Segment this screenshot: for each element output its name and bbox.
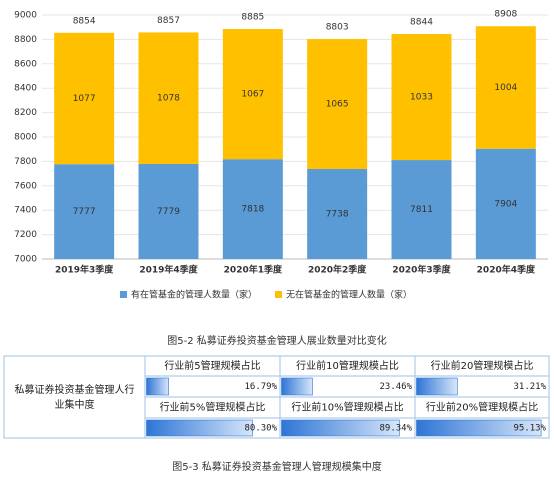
data-bar (146, 419, 253, 437)
value-label: 16.79% (244, 382, 277, 392)
total-label: 8854 (73, 16, 96, 26)
bar-segment (138, 32, 199, 164)
bar-label: 1065 (326, 99, 349, 109)
y-tick-label: 7400 (14, 206, 37, 216)
data-bar (416, 419, 542, 437)
total-label: 8803 (326, 23, 349, 33)
caption: 图5-2 私募证券投资基金管理人展业数量对比变化 (167, 334, 387, 347)
column-header: 行业前20管理规模占比 (431, 359, 534, 372)
y-tick-label: 8800 (14, 35, 37, 45)
total-label: 8885 (241, 13, 264, 23)
y-tick-label: 9000 (14, 11, 37, 21)
data-bar (281, 377, 313, 396)
y-tick-label: 7800 (14, 157, 37, 167)
value-label: 95.13% (513, 424, 546, 434)
value-label: 31.21% (513, 382, 546, 392)
legend-swatch (120, 291, 127, 298)
y-tick-label: 8600 (14, 59, 37, 69)
data-bar (281, 419, 400, 437)
column-header: 行业前10管理规模占比 (296, 359, 399, 372)
bar-segment (222, 159, 283, 259)
column-header: 行业前20%管理规模占比 (426, 401, 538, 414)
column-header: 行业前10%管理规模占比 (291, 401, 403, 414)
y-tick-label: 7600 (14, 181, 37, 191)
total-label: 8908 (494, 10, 517, 20)
bar-label: 7818 (241, 205, 264, 215)
bar-segment (307, 168, 368, 259)
bar-segment (307, 39, 368, 169)
x-tick-label: 2019年4季度 (139, 264, 198, 276)
x-tick-label: 2020年1季度 (224, 264, 283, 276)
bar-segment (54, 164, 115, 259)
y-tick-label: 8000 (14, 133, 37, 143)
row-header: 私募证券投资基金管理人行业集中度 (15, 383, 135, 411)
bar-label: 7779 (157, 207, 180, 217)
legend-label: 无在管基金的管理人数量（家） (286, 289, 412, 301)
bar-label: 1077 (73, 94, 96, 104)
legend-label: 有在管基金的管理人数量（家） (131, 289, 257, 301)
bar-segment (475, 26, 536, 149)
total-label: 8844 (410, 18, 433, 28)
value-label: 89.34% (379, 424, 412, 434)
bar-segment (222, 29, 283, 160)
bar-label: 7904 (494, 199, 517, 209)
data-bar (416, 377, 458, 396)
y-tick-label: 7200 (14, 230, 37, 240)
bar-label: 7777 (73, 207, 96, 217)
bar-segment (391, 34, 452, 161)
bar-label: 7811 (410, 205, 433, 215)
caption: 图5-3 私募证券投资基金管理人管理规模集中度 (172, 460, 382, 473)
y-tick-label: 8400 (14, 84, 37, 94)
bar-segment (54, 32, 115, 165)
value-label: 23.46% (379, 382, 412, 392)
bar-label: 1004 (494, 83, 517, 93)
column-header: 行业前5管理规模占比 (164, 359, 260, 372)
x-tick-label: 2019年3季度 (55, 264, 114, 276)
bar-label: 1078 (157, 94, 180, 104)
value-label: 80.30% (244, 424, 277, 434)
y-tick-label: 8200 (14, 108, 37, 118)
bar-segment (475, 148, 536, 259)
legend-swatch (275, 291, 283, 298)
x-tick-label: 2020年3季度 (392, 264, 451, 276)
y-tick-label: 7000 (14, 255, 37, 265)
bar-label: 7738 (326, 209, 349, 219)
total-label: 8857 (157, 16, 180, 26)
bar-label: 1033 (410, 93, 433, 103)
bar-segment (138, 163, 199, 259)
bar-label: 1067 (241, 90, 264, 100)
column-header: 行业前5%管理规模占比 (160, 401, 266, 414)
x-tick-label: 2020年2季度 (308, 264, 367, 276)
x-tick-label: 2020年4季度 (477, 264, 536, 276)
data-bar (146, 377, 169, 396)
bar-segment (391, 160, 452, 259)
